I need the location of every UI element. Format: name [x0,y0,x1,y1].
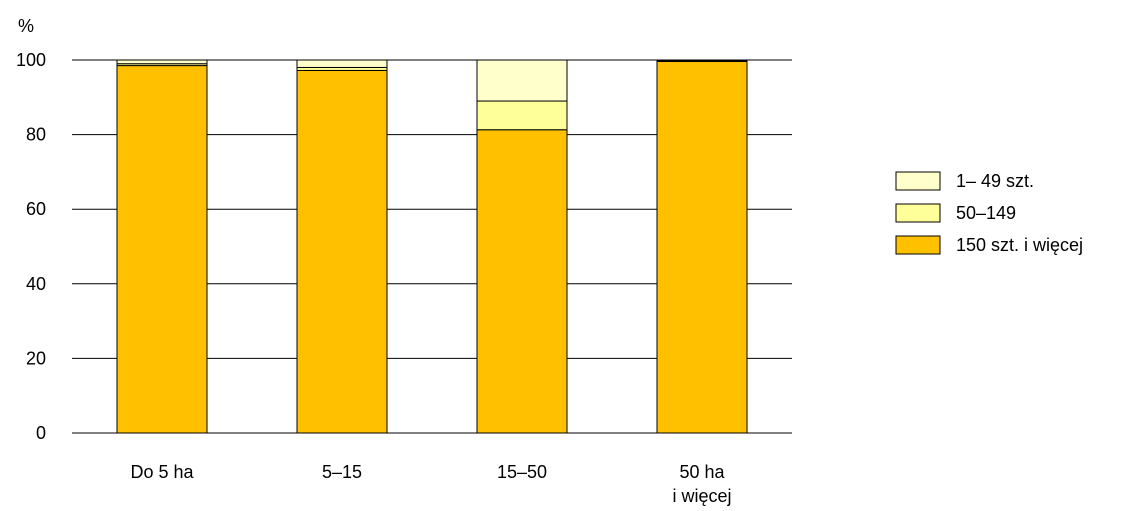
x-category-label: 15–50 [497,462,547,482]
x-category-labels: Do 5 ha 5–15 15–50 50 ha i więcej [130,462,731,506]
y-unit-label: % [18,16,34,36]
y-tick-labels: 0 20 40 60 80 100 [16,50,46,443]
bar-segment [476,129,568,434]
y-tick-label: 0 [36,423,46,443]
legend-swatch [895,203,941,223]
bars [116,59,748,434]
bar-segment [476,100,568,131]
bar-segment [656,59,748,62]
x-category-label: 50 ha [679,462,725,482]
bar-segment [656,60,748,434]
y-tick-label: 40 [26,274,46,294]
legend: 1– 49 szt. 50–149 150 szt. i więcej [895,171,1083,255]
y-tick-label: 100 [16,50,46,70]
bar-segment [116,65,208,434]
bar-segment [296,59,388,68]
x-category-label: Do 5 ha [130,462,194,482]
legend-label: 50–149 [956,203,1016,223]
bar-segment [296,69,388,434]
legend-swatch [895,171,941,191]
y-tick-label: 60 [26,199,46,219]
y-tick-label: 20 [26,348,46,368]
legend-swatch [895,235,941,255]
bar-segment [116,59,208,65]
legend-label: 1– 49 szt. [956,171,1034,191]
legend-label: 150 szt. i więcej [956,235,1083,255]
y-tick-label: 80 [26,125,46,145]
bar-segment [476,59,568,102]
x-category-label: i więcej [672,486,731,506]
x-category-label: 5–15 [322,462,362,482]
